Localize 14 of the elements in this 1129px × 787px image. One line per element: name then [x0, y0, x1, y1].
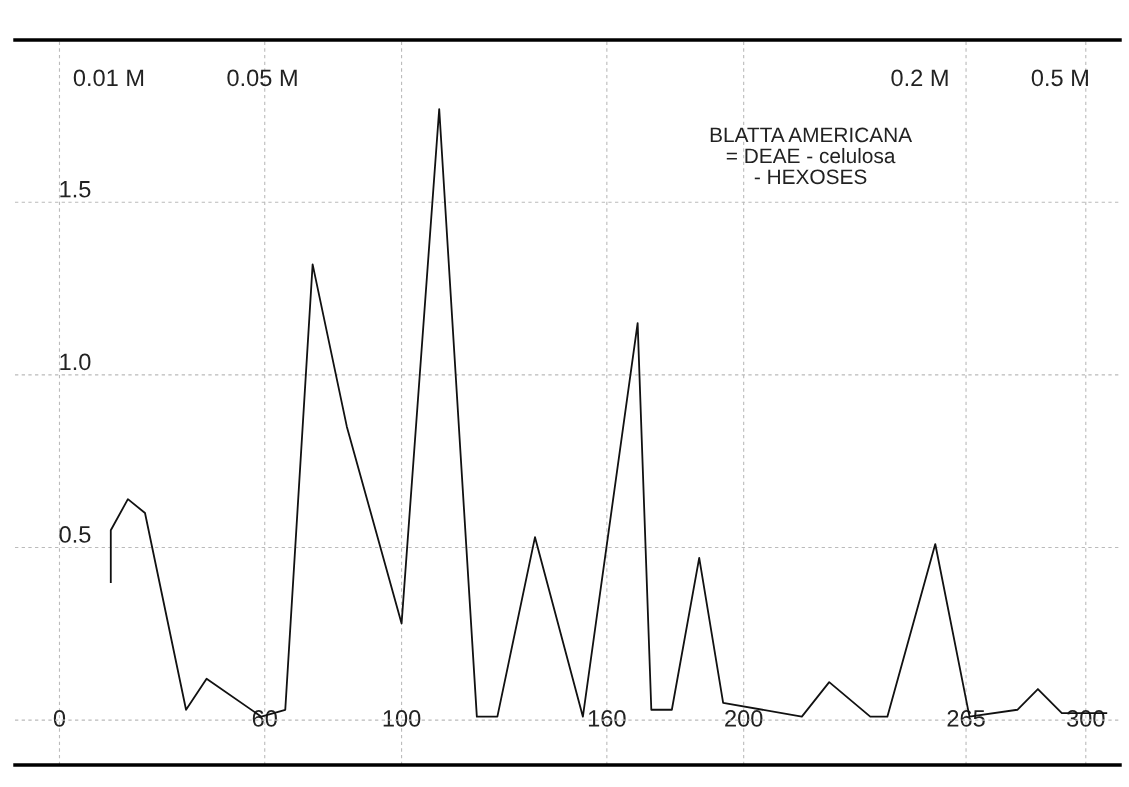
x-tick-label: 0 — [53, 710, 66, 727]
y-tick-label: 1.5 — [60, 181, 91, 198]
y-tick-label: 0.5 — [59, 526, 91, 543]
annotation: 0.2 M — [891, 69, 948, 87]
x-tick-label: 265 — [947, 710, 985, 727]
annotation: BLATTA AMERICANA = DEAE - celulosa - HEXOSES — [710, 127, 913, 185]
x-tick-label: 200 — [725, 710, 763, 727]
annotation: 0.05 M — [227, 69, 297, 87]
annotation: 0.01 M — [73, 69, 144, 87]
y-tick-label: 1.0 — [60, 353, 91, 371]
x-tick-label: 100 — [383, 710, 421, 727]
annotation: 0.5 M — [1031, 69, 1088, 87]
x-tick-label: 60 — [252, 710, 277, 727]
x-tick-label: 160 — [588, 710, 626, 727]
